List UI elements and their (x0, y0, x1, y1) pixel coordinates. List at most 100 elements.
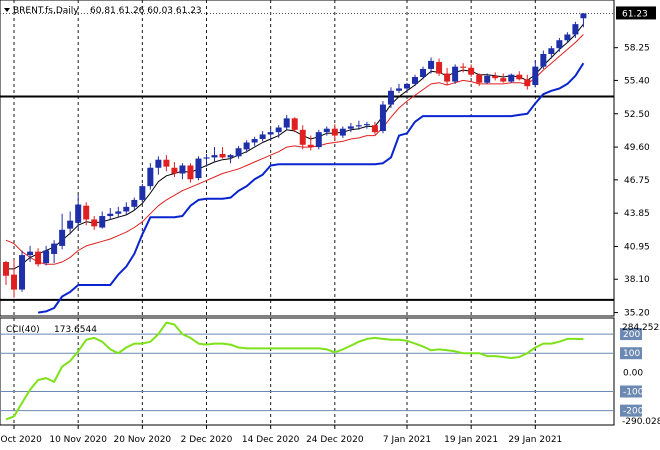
candle-body-up (227, 155, 234, 158)
candle-body-down (436, 62, 443, 74)
candle (468, 64, 475, 77)
candle (540, 50, 547, 69)
candle (395, 83, 402, 94)
cci-tick-label: 0.00 (623, 368, 643, 378)
candle (444, 67, 451, 86)
candle (227, 153, 234, 164)
candle-body-up (19, 255, 26, 290)
candle (163, 155, 170, 172)
cci-scale-max: 284.2522 (622, 323, 660, 333)
cci-scale-min: -290.028 (622, 417, 660, 427)
candle (315, 129, 322, 150)
candle (67, 211, 74, 235)
candle (412, 74, 419, 87)
candle-body-down (524, 79, 531, 87)
candle-body-up (235, 148, 242, 157)
candle-body-up (107, 213, 114, 217)
candle (139, 183, 146, 203)
candle (3, 260, 9, 285)
current-price-badge (616, 6, 656, 20)
candle (580, 13, 587, 28)
candle-body-up (131, 199, 138, 207)
candle-body-up (275, 127, 282, 133)
cci-tick-box (620, 328, 642, 341)
candle-body-up (540, 54, 547, 67)
candle-body-up (99, 216, 106, 228)
candle (379, 101, 386, 134)
candle (35, 248, 42, 267)
cci-panel (0, 317, 615, 426)
candle (572, 21, 579, 38)
candle (347, 122, 354, 133)
x-tick-label: 7 Jan 2021 (383, 435, 431, 445)
candle (355, 120, 362, 130)
lower-band-line (5, 34, 584, 265)
x-tick-label: 24 Dec 2020 (306, 435, 364, 445)
cci-tick-label: -100 (623, 388, 644, 398)
candle-body-down (299, 129, 306, 145)
candle (195, 156, 202, 181)
candle-body-down (171, 167, 178, 174)
candle (484, 73, 491, 84)
candle-body-up (315, 132, 322, 148)
candle (123, 202, 130, 215)
candle (219, 147, 226, 159)
candle-body-down (219, 153, 226, 158)
candle (476, 73, 483, 87)
candle-body-down (468, 67, 475, 75)
candle (492, 72, 499, 81)
candle (179, 163, 186, 180)
candle (524, 74, 531, 90)
candle (371, 121, 378, 135)
candle (19, 250, 26, 292)
candle (275, 125, 282, 138)
candle (307, 135, 314, 151)
y-tick-label: 46.75 (624, 176, 650, 186)
candle-body-up (195, 158, 202, 179)
y-tick-label: 58.25 (624, 44, 650, 54)
cci-layer (0, 318, 614, 425)
candle-body-up (387, 90, 394, 105)
candle-body-down (516, 74, 523, 80)
candle (59, 213, 66, 250)
candle-body-up (572, 24, 579, 35)
candle (452, 64, 459, 84)
candle-body-up (339, 128, 346, 136)
candle (299, 125, 306, 150)
candle-body-up (532, 66, 539, 86)
y-tick-label: 40.95 (624, 242, 650, 252)
candle (131, 197, 138, 211)
chart-ohlc: 60.81 61.26 60.03 61.23 (90, 6, 202, 16)
candle-body-up (123, 206, 130, 212)
x-tick-label: 2 Dec 2020 (181, 435, 233, 445)
candle-body-up (556, 40, 563, 49)
dropdown-arrow-icon[interactable] (4, 8, 10, 12)
candle-body-up (484, 75, 491, 83)
candle (75, 194, 82, 229)
candle-body-up (43, 250, 50, 264)
cci-line (5, 321, 584, 421)
chart-title: BRENT.fs,Daily (13, 6, 79, 16)
candle-body-up (155, 159, 162, 168)
cci-tick-box (620, 404, 642, 417)
candle-body-up (179, 165, 186, 174)
candle-body-up (395, 88, 402, 91)
candle (508, 73, 515, 83)
candle (532, 60, 539, 88)
candle (243, 140, 250, 153)
candle (267, 128, 274, 141)
candle-body-down (460, 66, 467, 68)
candle (323, 126, 330, 136)
candle (500, 73, 507, 83)
cci-tick-label: -200 (623, 407, 644, 417)
cci-title: CCI(40) (6, 325, 40, 335)
y-tick-label: 43.85 (624, 209, 650, 219)
y-tick-label: 55.40 (624, 76, 650, 86)
candle-body-up (363, 124, 370, 126)
candle-body-up (323, 128, 330, 133)
candle-body-up (564, 34, 571, 41)
candle-body-up (75, 204, 82, 223)
cci-tick-label: 200 (623, 330, 640, 340)
candle-body-up (59, 229, 66, 246)
candle-body-up (508, 74, 515, 82)
